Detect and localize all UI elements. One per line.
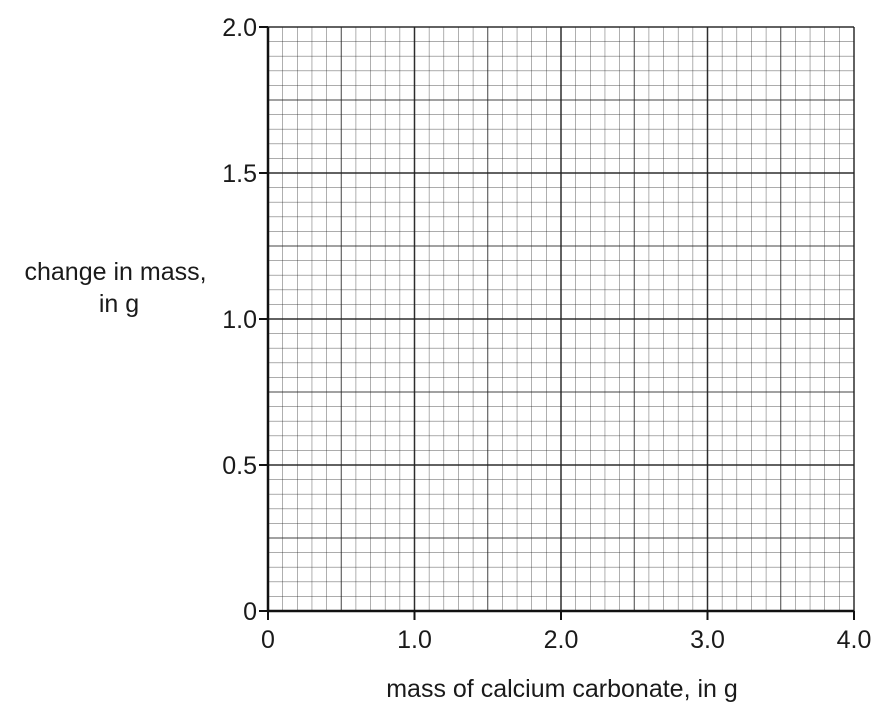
x-tick-labels: 0 1.0 2.0 3.0 4.0 bbox=[261, 626, 871, 654]
y-tick-label: 0.5 bbox=[222, 452, 257, 480]
y-tick-label: 1.0 bbox=[222, 306, 257, 334]
y-tick-label: 2.0 bbox=[222, 14, 257, 42]
y-axis-title-line-1: change in mass, bbox=[25, 258, 207, 286]
y-tick-labels: 0 0.5 1.0 1.5 2.0 bbox=[222, 14, 257, 626]
y-tick-label: 0 bbox=[243, 598, 257, 626]
x-tick-label: 0 bbox=[261, 626, 275, 654]
y-axis-title-line-2: in g bbox=[99, 290, 139, 318]
x-tick-label: 3.0 bbox=[690, 626, 725, 654]
x-axis-title: mass of calcium carbonate, in g bbox=[386, 675, 738, 702]
x-tick-label: 2.0 bbox=[544, 626, 579, 654]
tick-marks bbox=[259, 26, 855, 620]
y-axis-title: change in mass, in g bbox=[25, 258, 214, 318]
x-tick-label: 4.0 bbox=[837, 626, 872, 654]
y-tick-label: 1.5 bbox=[222, 160, 257, 188]
x-tick-label: 1.0 bbox=[397, 626, 432, 654]
